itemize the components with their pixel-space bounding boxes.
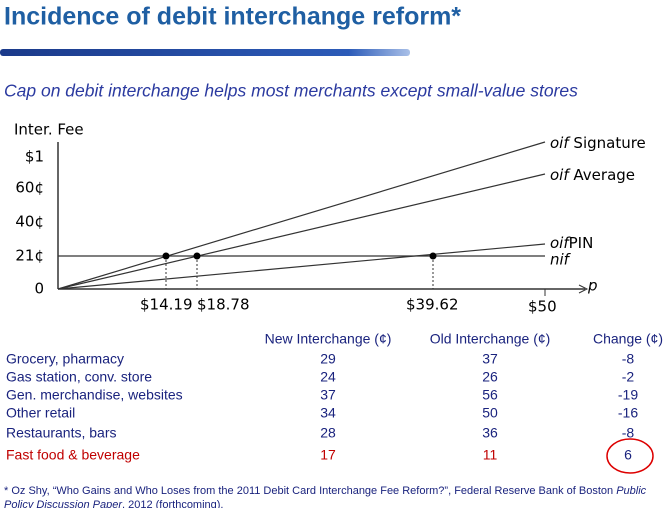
y-axis-label: Inter. Fee [14, 121, 84, 139]
table-cell: 36 [482, 425, 498, 441]
intersection [162, 252, 170, 260]
table-body: Grocery, pharmacy 29 37 -8 Gas station, conv… [6, 351, 638, 463]
line-signature [57, 141, 546, 290]
table-cell: -19 [618, 387, 638, 403]
x-label: $39.62 [406, 296, 459, 314]
footnote: Policy Discussion Paper, 2012 (forthcomi… [4, 499, 224, 508]
row-label: Restaurants, bars [6, 425, 117, 441]
subtitle: Cap on debit interchange helps most merc… [4, 81, 578, 101]
line-pin [57, 243, 546, 290]
table-header: Change (¢) [593, 331, 663, 347]
highlight-circle [606, 438, 654, 474]
x-arrow [578, 284, 589, 294]
y-label: 0 [34, 280, 44, 298]
table-cell: -16 [618, 405, 638, 421]
footnote-italic: Policy Discussion Paper [4, 499, 123, 508]
line-label: nif [550, 251, 572, 269]
intersection [429, 252, 437, 260]
x-label: $18.78 [197, 296, 250, 314]
row-label: Grocery, pharmacy [6, 351, 124, 367]
x-axis-label: p [587, 277, 598, 295]
footnote-italic: Public [616, 485, 646, 497]
footnote: * Oz Shy, “Who Gains and Who Loses from … [4, 485, 647, 497]
table-header: New Interchange (¢) [265, 331, 392, 347]
row-label: Fast food & beverage [6, 447, 140, 463]
table-cell: 37 [320, 387, 336, 403]
table-cell: -2 [622, 369, 635, 385]
table-cell: -8 [622, 351, 635, 367]
table-cell: 24 [320, 369, 336, 385]
title-rule [0, 49, 410, 56]
intersection [193, 252, 201, 260]
x-label: $14.19 [140, 296, 193, 314]
line-label: oif Average [550, 166, 635, 184]
diagram [57, 141, 589, 296]
table-cell: 17 [320, 447, 336, 463]
table-cell: 11 [483, 447, 498, 463]
table-cell: 56 [482, 387, 498, 403]
table-cell: 29 [320, 351, 336, 367]
table-cell: 6 [624, 447, 632, 463]
y-label: 21¢ [15, 247, 44, 265]
line-label-italic: oif [550, 234, 571, 252]
line-label-name: Average [573, 166, 635, 184]
row-label: Other retail [6, 405, 75, 421]
y-label: 40¢ [15, 213, 44, 231]
x-label: $50 [528, 298, 557, 316]
line-label-name: PIN [569, 234, 594, 252]
line-label: oifPIN [550, 234, 593, 252]
footnote-text: * Oz Shy, “Who Gains and Who Loses from … [4, 485, 616, 497]
line-label-italic: oif [550, 134, 571, 152]
table-cell: 34 [320, 405, 336, 421]
line-average [57, 173, 546, 290]
table-cell: 37 [482, 351, 498, 367]
row-label: Gen. merchandise, websites [6, 387, 183, 403]
title: Incidence of debit interchange reform* [4, 3, 461, 31]
row-label: Gas station, conv. store [6, 369, 152, 385]
line-label-italic: oif [550, 166, 571, 184]
table-cell: -8 [622, 425, 635, 441]
table-cell: 50 [482, 405, 498, 421]
table-cell: 26 [482, 369, 498, 385]
y-label: $1 [25, 148, 44, 166]
y-label: 60¢ [15, 179, 44, 197]
footnote-text: , 2012 (forthcoming). [122, 499, 224, 508]
line-label: oif Signature [550, 134, 646, 152]
table-cell: 28 [320, 425, 336, 441]
line-label-name: Signature [573, 134, 645, 152]
table-header: Old Interchange (¢) [430, 331, 551, 347]
